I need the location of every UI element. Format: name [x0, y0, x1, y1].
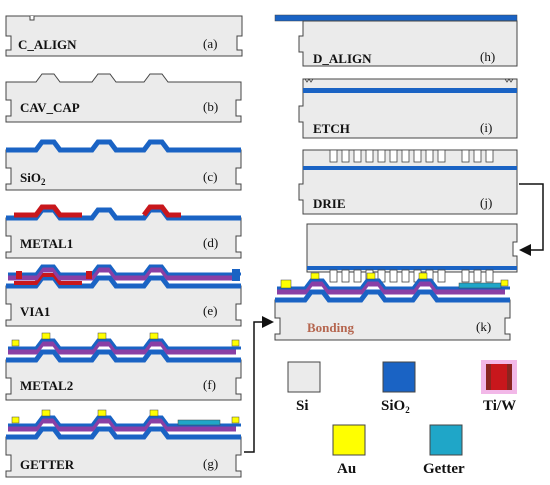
au-pad-f1 [11, 339, 20, 347]
si-device-wafer-h [298, 20, 518, 67]
step-j: DRIE (j) [298, 149, 518, 215]
legend-si-swatch [287, 361, 321, 393]
via-e1 [16, 271, 22, 279]
step-b: CAV_CAP (b) [5, 73, 242, 123]
step-h: D_ALIGN (h) [274, 14, 518, 67]
au-pad-f5 [231, 339, 240, 347]
legend-tiw: Ti/W [481, 360, 517, 414]
step-d-label: METAL1 [20, 236, 73, 251]
step-a: C_ALIGN (a) [5, 15, 243, 57]
au-pad-k5 [500, 279, 509, 287]
si-device-wafer-i [298, 78, 518, 139]
metal2-layer-e [8, 267, 236, 281]
step-k-label: Bonding [307, 320, 354, 335]
step-f-label: METAL2 [20, 378, 73, 393]
step-j-tag: (j) [480, 195, 492, 210]
au-pad-f4 [149, 332, 159, 340]
metal2-layer-g [8, 418, 236, 432]
step-c-label: SiO2 [20, 170, 46, 187]
sio2-layer-i [303, 88, 517, 93]
au-pad-f2 [41, 332, 51, 340]
metal2-layer-k [277, 281, 505, 295]
step-h-tag: (h) [480, 49, 495, 64]
step-a-tag: (a) [203, 36, 217, 51]
sio2-layer-h [274, 14, 518, 22]
legend-au: Au [332, 424, 366, 477]
getter-layer-g [177, 419, 221, 426]
au-pad-g4 [149, 409, 159, 417]
legend-getter-label: Getter [423, 461, 465, 477]
au-pad-k1 [280, 279, 292, 289]
legend-tiw-label: Ti/W [483, 398, 516, 414]
flow-arrow-g-to-k [244, 316, 274, 453]
step-f-tag: (f) [203, 377, 216, 392]
step-i-tag: (i) [480, 120, 492, 135]
step-f: METAL2 (f) [6, 332, 241, 401]
legend: Si SiO2 Ti/W Au Getter [287, 360, 517, 477]
step-b-tag: (b) [203, 99, 218, 114]
step-b-label: CAV_CAP [20, 100, 80, 115]
etch-marks-i [304, 78, 514, 83]
legend-au-swatch [332, 424, 366, 456]
au-pad-f3 [97, 332, 107, 340]
step-e-tag: (e) [203, 303, 217, 318]
au-pad-g5 [231, 416, 240, 424]
si-cap-wafer-a [5, 15, 243, 57]
step-d-tag: (d) [203, 235, 218, 250]
tiw-layer-e [14, 273, 82, 285]
legend-tiw-swatch-inner [491, 364, 507, 390]
flow-arrow-j-to-k [519, 183, 544, 256]
step-g: GETTER (g) [6, 409, 241, 478]
step-c: SiO2 (c) [6, 142, 241, 191]
step-a-label: C_ALIGN [18, 37, 77, 52]
via-e3 [232, 269, 240, 281]
legend-getter-swatch [429, 424, 463, 456]
step-e-label: VIA1 [20, 304, 50, 319]
step-d: METAL1 (d) [6, 204, 241, 259]
legend-sio2-label: SiO2 [381, 398, 410, 415]
step-k: Bonding (k) [275, 223, 518, 341]
legend-si: Si [287, 361, 321, 414]
getter-layer-k [458, 282, 502, 289]
au-pad-g3 [97, 409, 107, 417]
au-pad-k2 [310, 272, 320, 280]
legend-au-label: Au [337, 461, 356, 477]
au-pad-g1 [11, 416, 20, 424]
oxide-top-f [8, 338, 241, 350]
step-k-tag: (k) [476, 319, 491, 334]
legend-si-label: Si [296, 398, 309, 414]
tiw-layer-d2 [142, 204, 181, 218]
step-e: VIA1 (e) [6, 264, 241, 327]
si-device-wafer-k [306, 223, 518, 273]
sio2-layer-j [303, 166, 517, 170]
step-h-label: D_ALIGN [313, 51, 372, 66]
au-pad-k4 [418, 272, 428, 280]
oxide-top-k [277, 278, 510, 290]
au-pad-k3 [366, 272, 376, 280]
align-notch-a [29, 16, 35, 21]
step-j-label: DRIE [313, 196, 346, 211]
oxide-top-g [8, 415, 241, 427]
sio2-layer-k-top [307, 266, 517, 270]
legend-getter: Getter [423, 424, 465, 477]
au-pad-g2 [41, 409, 51, 417]
step-g-label: GETTER [20, 457, 75, 472]
drie-trenches-j [329, 149, 494, 163]
step-g-tag: (g) [203, 456, 218, 471]
step-c-tag: (c) [203, 169, 217, 184]
metal2-layer-f [8, 341, 236, 355]
legend-sio2: SiO2 [381, 361, 416, 415]
step-i: ETCH (i) [298, 78, 518, 139]
tiw-layer-d [14, 204, 82, 218]
oxide-top-e [8, 264, 241, 276]
step-i-label: ETCH [313, 121, 350, 136]
via-e2 [86, 271, 92, 279]
legend-sio2-swatch [382, 361, 416, 393]
